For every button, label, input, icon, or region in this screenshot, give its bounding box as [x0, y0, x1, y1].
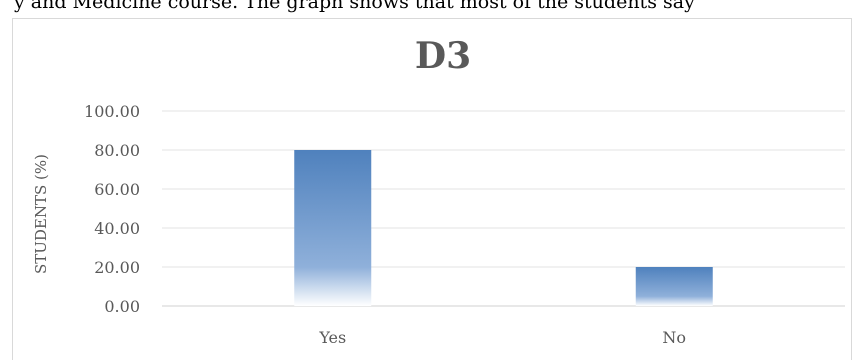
gridlines [162, 110, 845, 307]
y-tick-labels: 0.00 20.00 40.00 60.00 80.00 100.00 [84, 102, 140, 316]
chart-title: D3 [415, 35, 471, 77]
bars [294, 150, 713, 306]
y-tick-label: 60.00 [94, 180, 140, 199]
bar-no [635, 267, 713, 306]
y-tick-label: 40.00 [94, 219, 140, 238]
bar-yes [294, 150, 372, 306]
y-tick-label: 20.00 [94, 258, 140, 277]
x-tick-label-no: No [662, 328, 686, 347]
y-axis-label: STUDENTS (%) [32, 154, 50, 274]
x-tick-labels: Yes No [318, 328, 686, 347]
cropped-body-text: y and Medicine course. The graph shows t… [14, 0, 695, 13]
y-tick-label: 0.00 [104, 297, 140, 316]
x-tick-label-yes: Yes [318, 328, 346, 347]
y-tick-label: 100.00 [84, 102, 140, 121]
y-tick-label: 80.00 [94, 141, 140, 160]
